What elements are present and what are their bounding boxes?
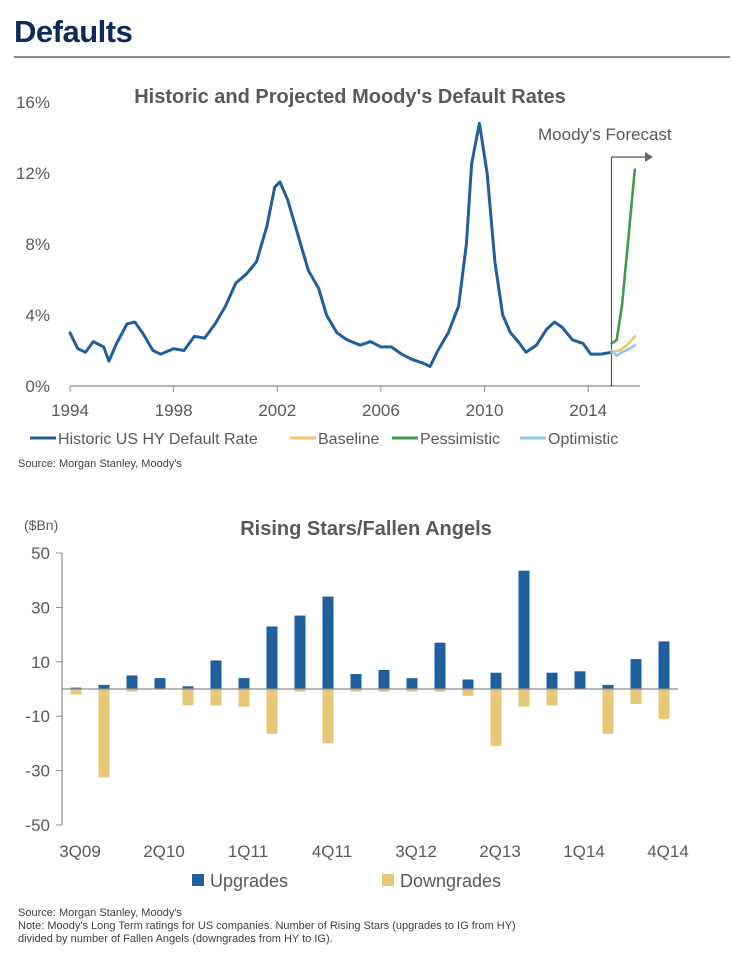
x-tick-label: 1Q11 bbox=[228, 842, 268, 861]
x-tick-label: 2002 bbox=[258, 401, 296, 420]
x-tick-label: 2Q10 bbox=[143, 842, 185, 861]
page-title: Defaults bbox=[14, 14, 133, 49]
chart2-note-line2: divided by number of Fallen Angels (down… bbox=[18, 933, 333, 945]
upgrade-bar bbox=[126, 675, 138, 689]
upgrade-bar bbox=[238, 678, 250, 689]
y-tick-label: 12% bbox=[16, 164, 50, 183]
y-tick-label: 16% bbox=[16, 93, 50, 112]
upgrade-bar bbox=[546, 672, 558, 689]
downgrade-bar bbox=[350, 689, 362, 692]
x-tick-label: 1998 bbox=[155, 401, 193, 420]
downgrade-bar bbox=[658, 689, 670, 719]
downgrade-bar bbox=[294, 689, 306, 692]
downgrade-bar bbox=[126, 689, 138, 692]
upgrade-bar bbox=[98, 684, 110, 689]
chart2-note-line1: Note: Moody's Long Term ratings for US c… bbox=[18, 920, 516, 932]
upgrade-bar bbox=[182, 686, 194, 689]
legend-swatch bbox=[382, 874, 394, 886]
chart2-source: Source: Morgan Stanley, Moody's bbox=[18, 907, 182, 919]
upgrade-bar bbox=[462, 679, 474, 689]
upgrade-bar bbox=[574, 671, 586, 689]
legend-label: Pessimistic bbox=[420, 431, 500, 448]
legend-label: Baseline bbox=[318, 431, 379, 448]
upgrade-bar bbox=[266, 626, 278, 689]
x-tick-label: 2014 bbox=[569, 401, 607, 420]
chart1-title: Historic and Projected Moody's Default R… bbox=[134, 86, 566, 108]
downgrade-bar bbox=[490, 689, 502, 747]
chart2-unit-label: ($Bn) bbox=[24, 517, 58, 533]
x-tick-label: 2006 bbox=[362, 401, 400, 420]
upgrade-bar bbox=[602, 684, 614, 689]
series-line bbox=[68, 121, 613, 368]
default-rate-chart: Historic and Projected Moody's Default R… bbox=[16, 86, 672, 448]
upgrade-bar bbox=[322, 596, 334, 689]
upgrade-bar bbox=[210, 660, 222, 689]
x-tick-label: 4Q11 bbox=[312, 842, 352, 861]
rising-stars-chart: Rising Stars/Fallen Angels ($Bn) 50 30 10 -10… bbox=[24, 517, 689, 891]
upgrade-bar bbox=[350, 674, 362, 689]
x-tick-label: 3Q12 bbox=[395, 842, 437, 861]
legend-label: Downgrades bbox=[400, 871, 501, 891]
downgrade-bar bbox=[630, 689, 642, 704]
upgrade-bar bbox=[154, 678, 166, 689]
upgrade-bar bbox=[378, 669, 390, 689]
y-tick-label: 4% bbox=[25, 306, 50, 325]
upgrade-bar bbox=[294, 615, 306, 689]
upgrade-bar bbox=[490, 672, 502, 689]
series-line bbox=[610, 335, 637, 354]
downgrade-bar bbox=[462, 689, 474, 696]
downgrade-bar bbox=[518, 689, 530, 707]
x-tick-label: 3Q09 bbox=[59, 842, 101, 861]
x-tick-label: 1994 bbox=[51, 401, 89, 420]
downgrade-bar bbox=[238, 689, 250, 707]
legend-swatch bbox=[192, 874, 204, 886]
downgrade-bar bbox=[266, 689, 278, 734]
x-tick-label: 1Q14 bbox=[563, 842, 605, 861]
downgrade-bar bbox=[210, 689, 222, 706]
y-tick-label: 0% bbox=[25, 377, 50, 396]
upgrade-bar bbox=[658, 641, 670, 689]
y-tick-label: 30 bbox=[31, 598, 50, 617]
series-line bbox=[610, 343, 637, 358]
legend-label: Upgrades bbox=[210, 871, 288, 891]
x-tick-label: 2Q13 bbox=[479, 842, 521, 861]
forecast-arrow-head bbox=[645, 152, 653, 162]
upgrade-bar bbox=[630, 659, 642, 689]
downgrade-bar bbox=[406, 689, 418, 692]
y-tick-label: 10 bbox=[31, 653, 50, 672]
downgrade-bar bbox=[182, 689, 194, 706]
downgrade-bar bbox=[70, 689, 82, 695]
upgrade-bar bbox=[434, 642, 446, 689]
downgrade-bar bbox=[322, 689, 334, 744]
title-divider bbox=[14, 56, 730, 58]
forecast-annotation: Moody's Forecast bbox=[538, 125, 672, 144]
y-tick-label: 50 bbox=[31, 544, 50, 563]
downgrade-bar bbox=[546, 689, 558, 706]
legend-label: Optimistic bbox=[548, 431, 618, 448]
downgrade-bar bbox=[378, 689, 390, 692]
downgrade-bar bbox=[98, 689, 110, 778]
downgrade-bar bbox=[602, 689, 614, 734]
chart1-source: Source: Morgan Stanley, Moody's bbox=[18, 458, 182, 470]
legend-label: Historic US HY Default Rate bbox=[58, 431, 258, 448]
x-tick-label: 4Q14 bbox=[647, 842, 689, 861]
downgrade-bar bbox=[434, 689, 446, 692]
chart2-title: Rising Stars/Fallen Angels bbox=[240, 518, 492, 540]
y-tick-label: 8% bbox=[25, 235, 50, 254]
upgrade-bar bbox=[70, 687, 82, 689]
series-line bbox=[610, 168, 637, 345]
y-tick-label: -50 bbox=[25, 816, 50, 835]
y-tick-label: -30 bbox=[25, 762, 50, 781]
y-tick-label: -10 bbox=[25, 707, 50, 726]
upgrade-bar bbox=[518, 570, 530, 689]
upgrade-bar bbox=[406, 678, 418, 689]
x-tick-label: 2010 bbox=[466, 401, 504, 420]
